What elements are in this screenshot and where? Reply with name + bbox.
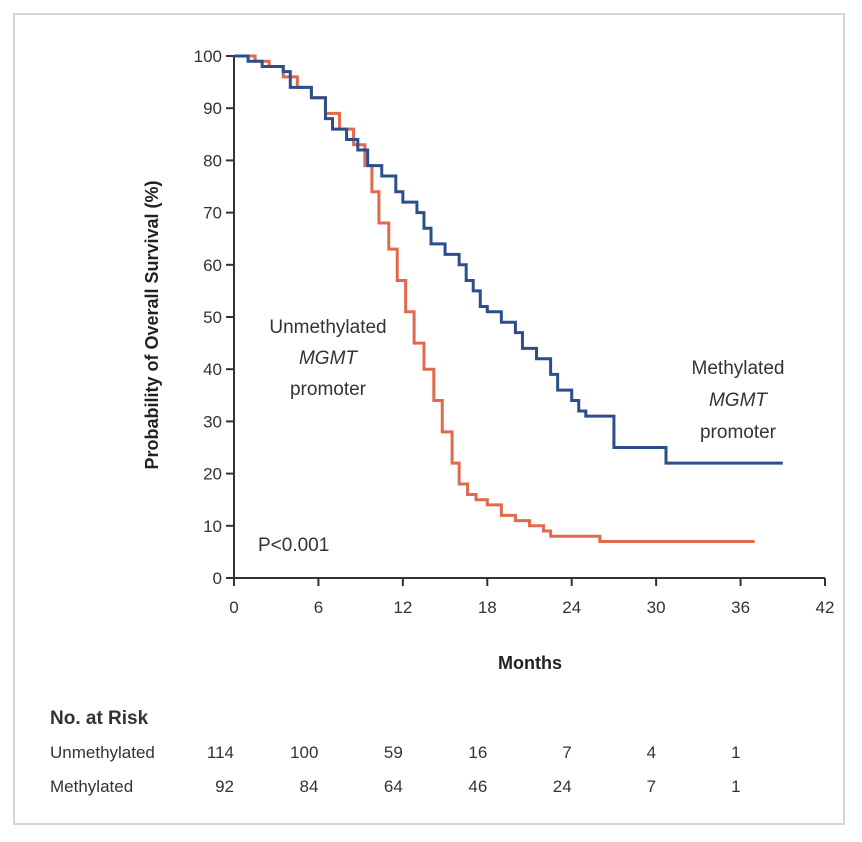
y-tick-label: 30: [203, 412, 222, 431]
risk-value: 16: [468, 743, 487, 762]
risk-table: No. at Risk Unmethylated Methylated 114 1…: [50, 708, 741, 796]
risk-value: 7: [562, 743, 571, 762]
x-tick-label: 18: [478, 598, 497, 617]
x-tick-label: 30: [647, 598, 666, 617]
y-tick-label: 60: [203, 256, 222, 275]
risk-value: 46: [468, 777, 487, 796]
unmethylated-annotation-line-3: promoter: [290, 379, 367, 400]
methylated-annotation-line-2: MGMT: [709, 390, 768, 411]
methylated-annotation-line-1: Methylated: [692, 358, 785, 379]
x-tick-label: 42: [816, 598, 835, 617]
y-tick-label: 20: [203, 465, 222, 484]
x-axis-label: Months: [498, 653, 562, 673]
x-tick-label: 36: [731, 598, 750, 617]
x-tick-label: 12: [393, 598, 412, 617]
risk-value: 84: [300, 777, 319, 796]
risk-values: 114 100 59 16 7 4 1 92 84 64 46 24 7 1: [207, 743, 741, 796]
risk-value: 1: [731, 743, 740, 762]
methylated-annotation: Methylated MGMT promoter: [692, 358, 785, 443]
risk-value: 64: [384, 777, 403, 796]
y-tick-label: 0: [213, 569, 222, 588]
risk-value: 4: [647, 743, 656, 762]
unmethylated-annotation-line-2: MGMT: [299, 348, 358, 369]
methylated-annotation-line-3: promoter: [700, 422, 777, 443]
unmethylated-survival-curve: [234, 54, 755, 543]
x-tick-label: 0: [229, 598, 238, 617]
risk-row-label-methylated: Methylated: [50, 777, 133, 796]
risk-value: 92: [215, 777, 234, 796]
y-ticks: 0 10 20 30 40 50 60 70 80 90 100: [194, 47, 234, 588]
risk-value: 7: [647, 777, 656, 796]
y-tick-label: 90: [203, 99, 222, 118]
x-ticks: 0 6 12 18 24 30 36 42: [229, 578, 834, 617]
risk-table-title: No. at Risk: [50, 708, 149, 729]
y-tick-label: 10: [203, 517, 222, 536]
risk-value: 100: [290, 743, 318, 762]
y-axis-label: Probability of Overall Survival (%): [142, 180, 162, 469]
risk-value: 59: [384, 743, 403, 762]
y-tick-label: 100: [194, 47, 222, 66]
methylated-survival-curve: [234, 54, 783, 465]
x-tick-label: 24: [562, 598, 581, 617]
figure-frame: [13, 13, 845, 825]
survival-curves: [234, 54, 783, 543]
unmethylated-annotation-line-1: Unmethylated: [269, 317, 386, 338]
x-tick-label: 6: [314, 598, 323, 617]
y-tick-label: 70: [203, 204, 222, 223]
y-tick-label: 50: [203, 308, 222, 327]
risk-value: 114: [207, 743, 234, 762]
y-tick-label: 40: [203, 360, 222, 379]
risk-value: 24: [553, 777, 572, 796]
unmethylated-annotation: Unmethylated MGMT promoter: [269, 317, 386, 400]
risk-row-label-unmethylated: Unmethylated: [50, 743, 155, 762]
y-tick-label: 80: [203, 151, 222, 170]
p-value-label: P<0.001: [258, 535, 329, 556]
risk-value: 1: [731, 777, 740, 796]
